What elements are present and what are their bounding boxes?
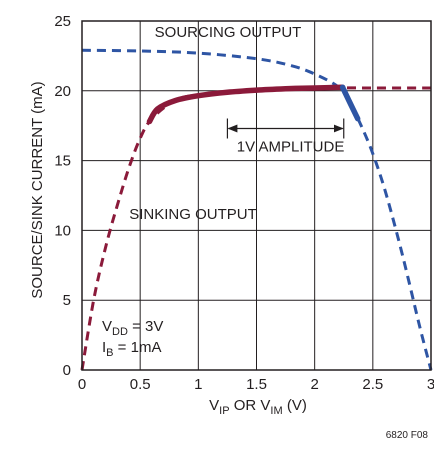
data-series (80, 48, 433, 371)
legend-sinking-output: SINKING OUTPUT (129, 206, 257, 223)
amplitude-label: 1V AMPLITUDE (237, 138, 345, 155)
y-tick-label: 25 (54, 13, 71, 30)
amplitude-annotation (226, 118, 345, 139)
y-tick-label: 5 (63, 292, 71, 309)
x-axis-label: VIP OR VIM (V) (209, 397, 307, 417)
series-sinking-solid (146, 84, 346, 125)
x-tick-label: 0 (78, 376, 86, 393)
legend-sourcing-output: SOURCING OUTPUT (155, 24, 302, 41)
ib-condition: IB = 1mA (102, 339, 161, 359)
x-tick-labels: 0 0.5 1 1.5 2 2.5 3 (78, 376, 434, 393)
y-axis-label: SOURCE/SINK CURRENT (mA) (29, 81, 46, 298)
y-tick-label: 0 (63, 362, 71, 379)
series-sourcing-solid (339, 84, 361, 122)
plot-frame (81, 20, 432, 371)
x-tick-label: 3 (427, 376, 434, 393)
y-tick-label: 20 (54, 83, 71, 100)
x-tick-label: 1 (194, 376, 202, 393)
x-tick-label: 0.5 (130, 376, 151, 393)
vdd-condition: VDD = 3V (102, 318, 163, 338)
x-tick-label: 2.5 (362, 376, 383, 393)
x-tick-label: 2 (310, 376, 318, 393)
x-tick-label: 1.5 (246, 376, 267, 393)
y-tick-label: 10 (54, 222, 71, 239)
series-sourcing-dashed (81, 48, 433, 371)
y-tick-labels: 0 5 10 15 20 25 (54, 13, 71, 379)
y-tick-label: 15 (54, 153, 71, 170)
figure-id: 6820 F08 (386, 430, 429, 441)
